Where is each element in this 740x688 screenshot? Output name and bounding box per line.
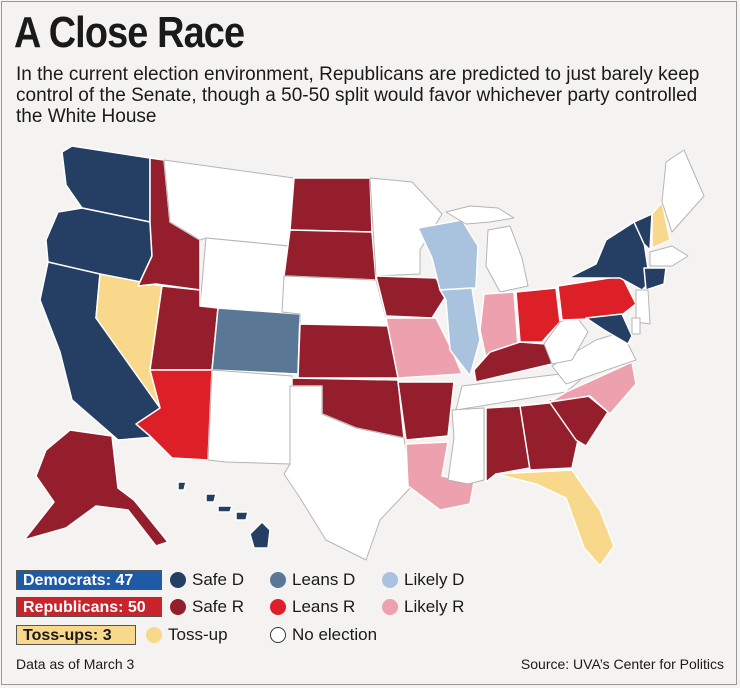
state-HI-big	[249, 521, 271, 549]
legend-label-likely-r: Likely R	[404, 597, 465, 616]
state-HI-maui	[235, 511, 249, 521]
state-NC	[549, 361, 637, 415]
democrats-total-badge: Democrats: 47	[16, 570, 162, 590]
legend-swatch-leans-d	[270, 572, 286, 588]
legend-item-safe-r: Safe R	[170, 597, 244, 617]
legend-item-likely-r: Likely R	[382, 597, 464, 617]
state-IA	[375, 275, 447, 319]
legend-item-leans-r: Leans R	[270, 597, 355, 617]
state-TN	[455, 369, 593, 411]
state-MI	[485, 225, 529, 293]
state-LA	[405, 441, 475, 511]
legend-item-likely-d: Likely D	[382, 570, 464, 590]
map-subtitle: In the current election environment, Rep…	[16, 64, 700, 127]
map-title: A Close Race	[14, 8, 245, 57]
legend-swatch-likely-d	[382, 572, 398, 588]
state-CT	[643, 267, 667, 291]
legend-item-toss-up: Toss-up	[146, 625, 228, 645]
state-MA	[649, 245, 689, 267]
legend-label-leans-r: Leans R	[292, 597, 356, 616]
state-CO	[211, 307, 301, 375]
state-WV	[543, 315, 589, 365]
state-ND	[289, 177, 373, 233]
state-WY	[199, 237, 289, 317]
state-NJ	[635, 289, 651, 325]
legend-label-safe-r: Safe R	[192, 597, 244, 616]
state-AK	[23, 429, 169, 547]
legend-item-safe-d: Safe D	[170, 570, 244, 590]
state-VA	[551, 331, 637, 385]
legend-swatch-safe-d	[170, 572, 186, 588]
state-MD	[585, 313, 633, 345]
state-KS	[297, 323, 399, 379]
legend-label-toss-up: Toss-up	[168, 625, 228, 644]
legend-item-leans-d: Leans D	[270, 570, 355, 590]
state-AL	[485, 405, 531, 483]
legend-swatch-leans-r	[270, 599, 286, 615]
legend-label-safe-d: Safe D	[192, 570, 244, 589]
state-HI-molokai	[217, 505, 233, 513]
legend-label-likely-d: Likely D	[404, 570, 465, 589]
state-MS	[447, 407, 485, 485]
state-ME	[661, 149, 705, 233]
state-DE	[631, 317, 641, 335]
state-SD	[283, 229, 377, 281]
legend-label-leans-d: Leans D	[292, 570, 356, 589]
state-MI-upper	[445, 205, 515, 225]
legend-swatch-no-election	[270, 627, 286, 643]
republicans-total-badge: Republicans: 50	[16, 597, 162, 617]
source-credit: Source: UVA’s Center for Politics	[520, 656, 724, 672]
state-HI-kauai	[177, 481, 187, 491]
toss-ups-total-badge: Toss-ups: 3	[16, 625, 136, 645]
state-VT	[633, 213, 653, 251]
data-date-note: Data as of March 3	[16, 656, 135, 672]
state-TX	[283, 385, 413, 561]
state-FL	[495, 469, 615, 567]
state-IL	[439, 287, 481, 377]
state-NH	[651, 201, 671, 249]
legend-swatch-toss-up	[146, 627, 162, 643]
legend-label-no-election: No election	[292, 625, 378, 644]
state-OH	[515, 287, 561, 343]
legend-item-no-election: No election	[270, 625, 377, 645]
legend-swatch-safe-r	[170, 599, 186, 615]
state-MO	[385, 317, 463, 379]
legend-swatch-likely-r	[382, 599, 398, 615]
state-HI-oahu	[205, 493, 217, 503]
state-AR	[397, 381, 455, 441]
state-PA	[557, 275, 637, 321]
state-NM	[207, 369, 293, 465]
